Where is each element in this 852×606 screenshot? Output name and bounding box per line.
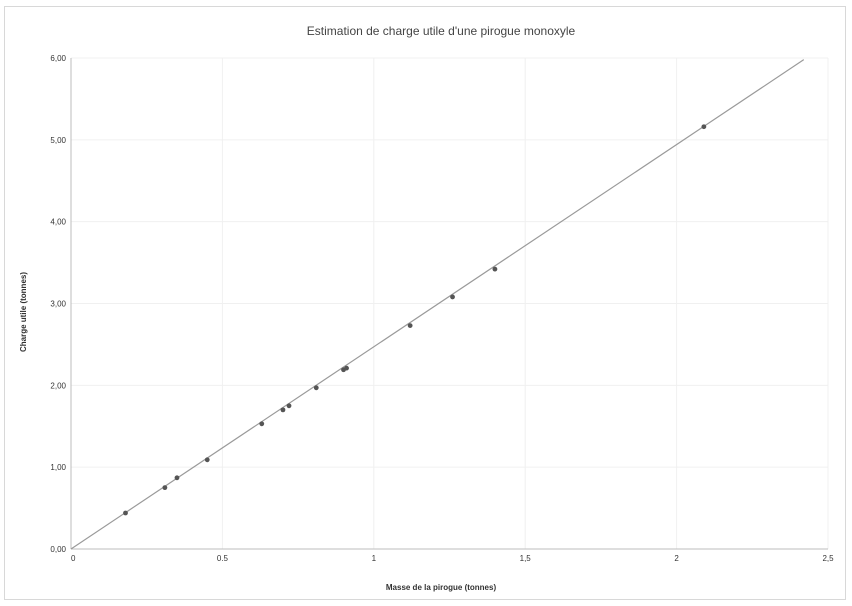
y-tick-label: 1,00	[50, 463, 66, 472]
chart-title: Estimation de charge utile d'une pirogue…	[307, 24, 576, 38]
data-point	[286, 403, 292, 409]
chart-frame: 0,00 1,00 2,00 3,00 4,00 5,00 6,00 0 0.5 1 1,5 2 2,…	[4, 6, 846, 600]
y-tick-label: 4,00	[50, 218, 66, 227]
data-point	[407, 323, 413, 328]
gridlines	[71, 57, 829, 549]
y-tick-label: 3,00	[50, 300, 66, 309]
data-point	[313, 385, 319, 391]
trendline	[70, 59, 805, 550]
data-point	[174, 475, 180, 481]
data-point	[492, 266, 498, 272]
data-point	[259, 421, 265, 427]
data-point	[450, 294, 455, 300]
x-tick-label: 0.5	[217, 554, 229, 563]
x-tick-label: 1,5	[520, 554, 532, 563]
y-axis-label: Charge utile (tonnes)	[19, 272, 28, 352]
data-point	[344, 365, 349, 371]
scatter-chart: 0,00 1,00 2,00 3,00 4,00 5,00 6,00 0 0.5 1 1,5 2 2,…	[19, 24, 834, 592]
data-point	[280, 407, 286, 413]
y-tick-labels: 0,00 1,00 2,00 3,00 4,00 5,00 6,00	[50, 54, 66, 554]
x-axis-label: Masse de la pirogue (tonnes)	[386, 583, 497, 592]
x-tick-label: 0	[71, 554, 76, 563]
data-point	[162, 485, 168, 491]
data-point	[123, 510, 128, 516]
x-tick-label: 2,5	[822, 554, 834, 563]
y-tick-label: 5,00	[50, 136, 66, 145]
data-point	[204, 457, 210, 463]
x-tick-labels: 0 0.5 1 1,5 2 2,5	[71, 554, 834, 563]
y-tick-label: 0,00	[50, 545, 66, 554]
data-points	[123, 124, 707, 516]
x-tick-label: 2	[674, 554, 679, 563]
x-tick-label: 1	[372, 554, 377, 563]
data-point	[701, 124, 707, 130]
y-tick-label: 2,00	[50, 381, 66, 390]
y-tick-label: 6,00	[50, 54, 66, 63]
